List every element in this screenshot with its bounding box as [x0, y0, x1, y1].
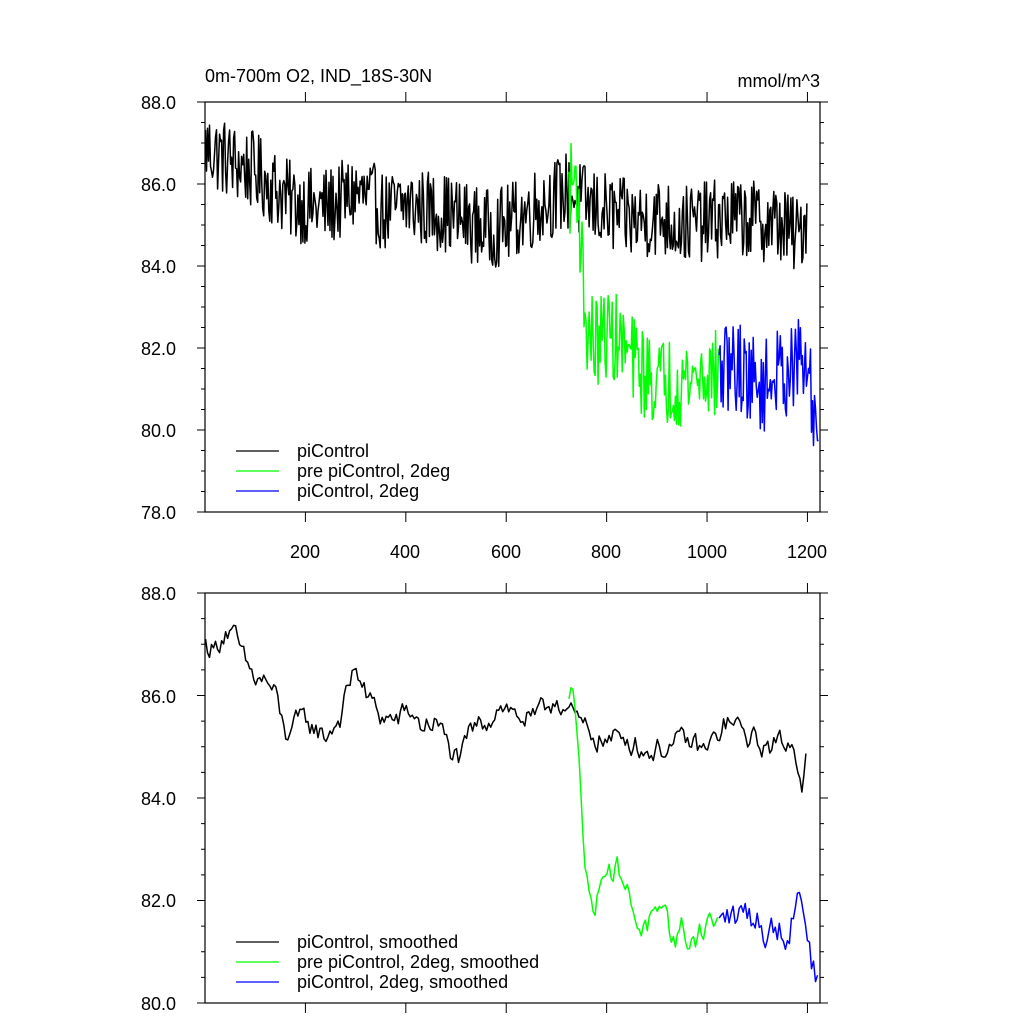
y-tick-label: 80.0	[141, 421, 176, 441]
bottom-panel: 88.0 86.0 84.0 82.0 80.0 piControl, smoo…	[141, 583, 828, 1014]
series-line-picontrol-2deg	[718, 318, 819, 447]
y-tick-label: 78.0	[141, 503, 176, 523]
legend-label: pre piControl, 2deg, smoothed	[297, 952, 539, 972]
legend-label: piControl, smoothed	[297, 932, 458, 952]
top-panel: 0m-700m O2, IND_18S-30N mmol/m^3 88.0 86…	[141, 66, 828, 562]
chart-title: 0m-700m O2, IND_18S-30N	[205, 66, 432, 87]
y-tick-labels: 88.0 86.0 84.0 82.0 80.0	[141, 584, 176, 1014]
y-tick-label: 84.0	[141, 789, 176, 809]
legend-label: piControl	[297, 441, 369, 461]
x-tick-label: 1000	[687, 542, 727, 562]
legend: piControl, smoothed pre piControl, 2deg,…	[236, 932, 539, 992]
axis-ticks	[197, 92, 828, 522]
legend: piControl pre piControl, 2deg piControl,…	[236, 441, 450, 501]
x-tick-label: 600	[491, 542, 521, 562]
legend-label: pre piControl, 2deg	[297, 461, 450, 481]
series-group	[204, 624, 819, 983]
y-tick-labels: 88.0 86.0 84.0 82.0 80.0 78.0	[141, 93, 176, 523]
series-group	[204, 122, 819, 447]
legend-label: piControl, 2deg	[297, 481, 419, 501]
y-tick-label: 80.0	[141, 994, 176, 1014]
y-tick-label: 86.0	[141, 175, 176, 195]
y-tick-label: 82.0	[141, 339, 176, 359]
series-line-picontrol-2deg-smoothed	[718, 891, 819, 983]
y-tick-label: 88.0	[141, 93, 176, 113]
x-tick-label: 1200	[787, 542, 827, 562]
x-tick-label: 200	[290, 542, 320, 562]
x-tick-label: 400	[390, 542, 420, 562]
y-tick-label: 82.0	[141, 891, 176, 911]
y-tick-label: 84.0	[141, 257, 176, 277]
units-label: mmol/m^3	[738, 71, 820, 91]
y-tick-label: 86.0	[141, 687, 176, 707]
x-tick-labels: 200 400 600 800 1000 1200	[290, 542, 827, 562]
series-line-pre-picontrol-2deg	[568, 142, 720, 427]
series-line-picontrol-smoothed	[204, 624, 807, 793]
axis-ticks	[197, 583, 828, 1013]
series-line-pre-picontrol-2deg-smoothed	[568, 686, 719, 950]
series-line-picontrol	[204, 122, 808, 270]
y-tick-label: 88.0	[141, 584, 176, 604]
x-tick-label: 800	[591, 542, 621, 562]
legend-label: piControl, 2deg, smoothed	[297, 972, 508, 992]
